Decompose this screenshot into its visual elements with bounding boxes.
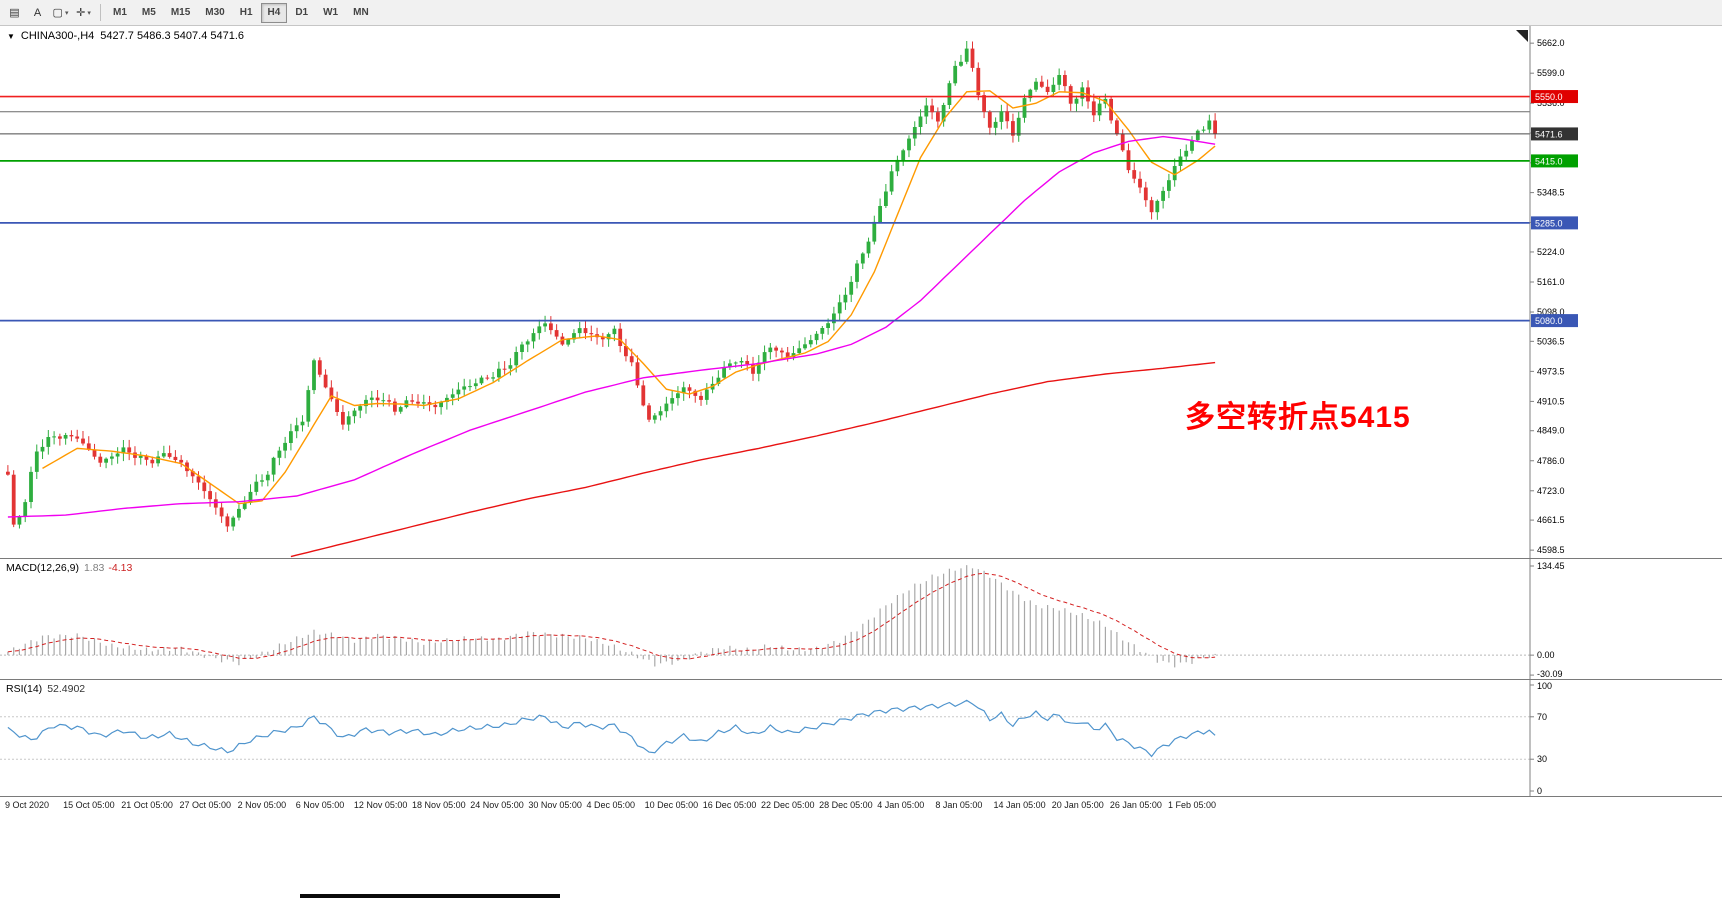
time-axis[interactable]: 9 Oct 2020 15 Oct 05:00 21 Oct 05:00 27 Oct…: [0, 796, 1722, 814]
timeframe-m1-button[interactable]: M1: [106, 3, 134, 23]
main-chart-pane[interactable]: 5662.05599.05536.05473.55411.05348.55286…: [0, 26, 1722, 558]
timeframe-h1-button[interactable]: H1: [233, 3, 260, 23]
macd-label: MACD(12,26,9) 1.83 -4.13: [6, 562, 132, 574]
svg-text:5161.0: 5161.0: [1537, 277, 1565, 287]
time-axis-label: 18 Nov 05:00: [412, 800, 466, 810]
svg-text:0: 0: [1537, 786, 1542, 796]
svg-text:5599.0: 5599.0: [1537, 68, 1565, 78]
svg-text:5662.0: 5662.0: [1537, 38, 1565, 48]
rsi-name: RSI(14): [6, 683, 43, 695]
text-label-icon: A: [33, 6, 42, 19]
svg-text:4661.5: 4661.5: [1537, 515, 1565, 525]
cursor-tool-button[interactable]: ✛ ▾: [72, 2, 95, 23]
time-axis-label: 8 Jan 05:00: [935, 800, 983, 810]
timeframe-button-group: M1 M5 M15 M30 H1 H4 D1 W1 MN: [106, 2, 376, 23]
chart-region: 5662.05599.05536.05473.55411.05348.55286…: [0, 26, 1722, 814]
rsi-value: 52.4902: [47, 683, 86, 695]
dropdown-caret-icon: ▾: [87, 9, 91, 17]
svg-text:4973.5: 4973.5: [1537, 366, 1565, 376]
toolbar: ▤ A ▢ ▾ ✛ ▾ M1 M5 M15 M30 H1 H4 D1 W1 MN: [0, 0, 1722, 26]
candlestick-chart[interactable]: 5662.05599.05536.05473.55411.05348.55286…: [0, 26, 1722, 558]
svg-text:5224.0: 5224.0: [1537, 247, 1565, 257]
timeframe-w1-button[interactable]: W1: [316, 3, 345, 23]
svg-text:70: 70: [1537, 712, 1547, 722]
svg-text:4598.5: 4598.5: [1537, 545, 1565, 555]
annotation-text[interactable]: 多空转折点5415: [1185, 401, 1411, 434]
crosshair-cursor-icon: ✛: [76, 7, 86, 19]
svg-text:5080.0: 5080.0: [1535, 316, 1563, 326]
time-axis-label: 12 Nov 05:00: [353, 800, 408, 810]
time-axis-label: 14 Jan 05:00: [993, 800, 1046, 810]
time-axis-label: 16 Dec 05:00: [702, 800, 757, 810]
time-axis-label: 2 Nov 05:00: [237, 800, 287, 810]
timeframe-m15-button[interactable]: M15: [164, 3, 197, 23]
chart-window-glyph: ▤: [9, 7, 20, 19]
time-axis-label: 27 Oct 05:00: [179, 800, 231, 810]
symbol-dropdown-caret-icon[interactable]: ▼: [7, 31, 15, 41]
time-axis-label: 22 Dec 05:00: [760, 800, 815, 810]
timeframe-mn-button[interactable]: MN: [346, 3, 376, 23]
time-axis-label: 21 Oct 05:00: [121, 800, 173, 810]
svg-text:100: 100: [1537, 681, 1552, 691]
time-axis-label: 6 Nov 05:00: [295, 800, 345, 810]
text-box-button[interactable]: ▢ ▾: [49, 2, 72, 23]
chart-window-icon[interactable]: ▤: [3, 2, 26, 23]
macd-main-value: 1.83: [83, 562, 105, 574]
time-axis-label: 4 Dec 05:00: [586, 800, 636, 810]
horizontal-scrollbar[interactable]: [300, 894, 560, 898]
rsi-pane[interactable]: 100 70 30 0 RSI(14) 52.4902: [0, 679, 1722, 796]
macd-signal-value: -4.13: [108, 562, 133, 574]
svg-text:5348.5: 5348.5: [1537, 188, 1565, 198]
time-axis-label: 9 Oct 2020: [5, 800, 50, 810]
svg-text:30: 30: [1537, 754, 1547, 764]
time-axis-label: 1 Feb 05:00: [1168, 800, 1217, 810]
rsi-chart[interactable]: 100 70 30 0: [0, 680, 1722, 796]
time-axis-label: 24 Nov 05:00: [470, 800, 524, 810]
time-axis-label: 26 Jan 05:00: [1109, 800, 1162, 810]
svg-text:5471.6: 5471.6: [1535, 129, 1563, 139]
svg-text:4849.0: 4849.0: [1537, 426, 1565, 436]
time-axis-label: 10 Dec 05:00: [644, 800, 699, 810]
time-axis-label: 28 Dec 05:00: [819, 800, 873, 810]
svg-text:5415.0: 5415.0: [1535, 156, 1563, 166]
macd-name: MACD(12,26,9): [6, 562, 79, 574]
time-axis-label: 20 Jan 05:00: [1051, 800, 1104, 810]
timeframe-m5-button[interactable]: M5: [135, 3, 163, 23]
text-box-icon: ▢: [52, 7, 63, 19]
ohlc-values: 5427.7 5486.3 5407.4 5471.6: [100, 30, 245, 42]
svg-text:5036.5: 5036.5: [1537, 336, 1565, 346]
macd-pane[interactable]: 134.45 0.00 -30.09 MACD(12,26,9) 1.83 -4.13: [0, 558, 1722, 679]
symbol-label: ▼ CHINA300-,H4 5427.7 5486.3 5407.4 5471…: [7, 30, 244, 42]
svg-text:4786.0: 4786.0: [1537, 456, 1565, 466]
svg-text:0.00: 0.00: [1537, 650, 1555, 660]
dropdown-caret-icon: ▾: [64, 9, 69, 17]
timeframe-m30-button[interactable]: M30: [198, 3, 231, 23]
time-axis-label: 4 Jan 05:00: [877, 800, 925, 810]
time-axis-label: 15 Oct 05:00: [63, 800, 115, 810]
price-axis[interactable]: [1530, 26, 1722, 558]
rsi-label: RSI(14) 52.4902: [6, 683, 85, 695]
svg-text:5285.0: 5285.0: [1535, 218, 1563, 228]
toolbar-separator: [100, 4, 101, 21]
svg-text:134.45: 134.45: [1537, 561, 1565, 571]
timeframe-h4-button[interactable]: H4: [260, 2, 288, 23]
window-background: [0, 814, 1722, 898]
timeframe-d1-button[interactable]: D1: [288, 3, 315, 23]
macd-chart[interactable]: 134.45 0.00 -30.09: [0, 559, 1722, 679]
svg-text:4723.0: 4723.0: [1537, 486, 1565, 496]
svg-text:4910.5: 4910.5: [1537, 396, 1565, 406]
svg-text:5550.0: 5550.0: [1535, 92, 1563, 102]
svg-text:-30.09: -30.09: [1537, 669, 1563, 679]
symbol-name: CHINA300-,H4: [20, 30, 95, 42]
text-label-button[interactable]: A: [26, 2, 49, 23]
svg-text:5536.0: 5536.0: [1537, 98, 1565, 108]
svg-text:5098.0: 5098.0: [1537, 307, 1565, 317]
time-axis-label: 30 Nov 05:00: [528, 800, 582, 810]
